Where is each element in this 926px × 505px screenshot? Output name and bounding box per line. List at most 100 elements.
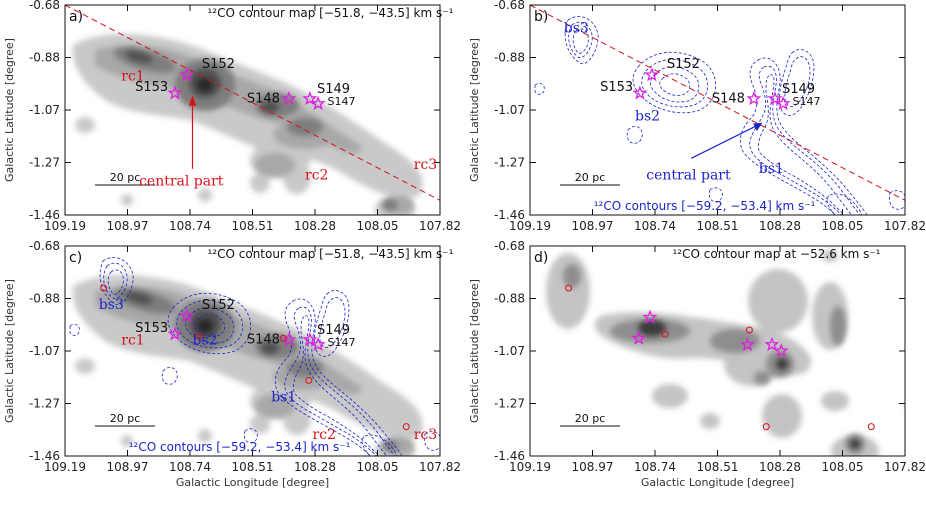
x-tick-label: 108.97 [572, 219, 614, 233]
blue-cloud-label: bs1 [271, 389, 296, 405]
star-marker [167, 326, 183, 341]
panel-content [65, 5, 440, 224]
filament-axis-line [530, 5, 905, 201]
star-marker [746, 91, 762, 106]
x-tick-label: 109.19 [44, 460, 86, 474]
blue-cloud-label: bs2 [193, 333, 218, 349]
y-tick-label: -1.07 [494, 344, 525, 358]
red-cloud-label: rc2 [313, 427, 336, 443]
blue-cloud-label: bs2 [635, 109, 660, 125]
co-gray-map [73, 275, 423, 465]
red-circle-marker [867, 423, 875, 431]
panel-label: a) [69, 9, 83, 25]
scale-bar-label: 20 pc [575, 412, 606, 425]
star-marker [302, 91, 318, 106]
annotation-arrow [690, 124, 760, 159]
star-marker [632, 85, 648, 100]
source-label: S153 [135, 80, 168, 95]
x-tick-label: 107.82 [419, 219, 461, 233]
x-tick-label: 108.28 [759, 460, 801, 474]
x-tick-label: 108.51 [697, 219, 739, 233]
star-marker [179, 67, 195, 82]
star-marker [281, 332, 297, 347]
star-marker [775, 95, 791, 111]
panel-label: c) [69, 250, 82, 266]
x-tick-label: 108.05 [822, 460, 864, 474]
y-tick-label: -1.46 [29, 449, 60, 463]
y-axis-label: Galactic Latitude [degree] [3, 279, 16, 423]
source-label: S147 [328, 336, 356, 349]
red-circle-marker [762, 423, 770, 431]
red-circle-marker [661, 330, 669, 338]
y-axis-label: Galactic Latitude [degree] [468, 279, 481, 423]
red-circle-marker [402, 423, 410, 431]
source-label: S147 [328, 95, 356, 108]
red-cloud-label: rc3 [414, 427, 437, 443]
red-circle-marker [565, 284, 573, 292]
y-tick-label: -0.68 [29, 0, 60, 12]
star-marker [764, 336, 780, 352]
x-axis-label: Galactic Longitude [degree] [641, 476, 794, 489]
source-label: S152 [202, 57, 235, 72]
contour-range-label: ¹²CO contours [−59.2, −53.4] km s⁻¹ [594, 199, 816, 213]
x-tick-label: 108.05 [357, 460, 399, 474]
co-gray-map [546, 250, 926, 467]
x-tick-label: 108.74 [169, 219, 211, 233]
y-tick-label: -1.07 [29, 103, 60, 117]
x-tick-label: 109.19 [44, 219, 86, 233]
x-tick-label: 108.97 [107, 219, 149, 233]
panel-title: ¹²CO contour map at −52.6 km s⁻¹ [673, 247, 881, 261]
x-tick-label: 108.74 [634, 460, 676, 474]
red-cloud-label: rc1 [121, 333, 144, 349]
x-tick-label: 108.97 [572, 460, 614, 474]
panel-d: 109.19 108.97 108.74 108.51 108.28 108.05 107.… [468, 239, 926, 489]
blue-cloud-label: bs3 [564, 20, 589, 36]
x-tick-label: 107.82 [884, 219, 926, 233]
panel-label: d) [534, 250, 548, 266]
blue-cloud-label: bs3 [99, 297, 124, 313]
x-tick-label: 109.19 [509, 219, 551, 233]
panel-label: b) [534, 9, 548, 25]
source-label: S152 [202, 298, 235, 313]
x-axis-label: Galactic Longitude [degree] [176, 476, 329, 489]
y-tick-label: -0.68 [494, 239, 525, 253]
x-tick-label: 108.28 [294, 460, 336, 474]
red-circle-marker [745, 326, 753, 334]
arrow-head-icon [753, 122, 763, 131]
panel-b: 109.19 108.97 108.74 108.51 108.28 108.05 107.… [468, 0, 926, 233]
scale-bar-label: 20 pc [110, 171, 141, 184]
star-marker [631, 330, 647, 345]
star-marker [642, 309, 658, 324]
x-tick-label: 107.82 [419, 460, 461, 474]
red-cloud-label: rc2 [305, 167, 328, 183]
y-tick-label: -0.68 [494, 0, 525, 12]
red-cloud-label: rc3 [414, 157, 437, 173]
annotation-label: central part [646, 167, 731, 183]
star-marker [302, 332, 318, 347]
red-circle-marker [279, 334, 287, 342]
star-marker [179, 308, 195, 323]
y-tick-label: -0.88 [494, 51, 525, 65]
x-tick-label: 109.19 [509, 460, 551, 474]
y-tick-label: -1.27 [29, 156, 60, 170]
x-tick-label: 108.51 [232, 460, 274, 474]
source-label: S149 [317, 82, 350, 97]
co-gray-map [73, 34, 423, 224]
star-marker [644, 67, 660, 82]
source-label: S148 [247, 333, 280, 348]
y-tick-label: -1.27 [29, 397, 60, 411]
filament-axis-line [65, 5, 440, 201]
x-tick-label: 108.28 [759, 219, 801, 233]
star-marker [310, 95, 326, 111]
panel-a: 109.19 108.97 108.74 108.51 108.28 108.05 107.… [3, 0, 461, 233]
panel-content [530, 5, 905, 215]
panel-c: 109.19 108.97 108.74 108.51 108.28 108.05 107.… [3, 239, 461, 489]
red-circle-marker [100, 284, 108, 292]
source-label: S148 [712, 92, 745, 107]
x-tick-label: 108.05 [357, 219, 399, 233]
y-axis-label: Galactic Latitude [degree] [468, 38, 481, 182]
red-circle-marker [195, 332, 203, 340]
x-tick-label: 108.28 [294, 219, 336, 233]
star-marker [167, 85, 183, 100]
